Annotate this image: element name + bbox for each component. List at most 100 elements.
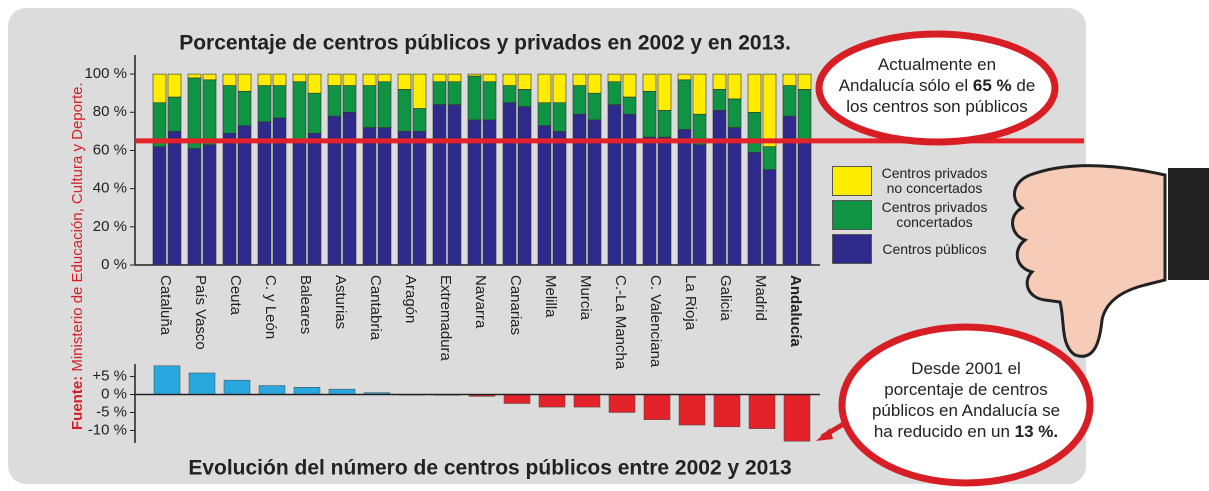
bar-segment: [728, 99, 741, 128]
bar-segment: [713, 110, 726, 265]
bar-segment: [748, 74, 761, 112]
page: {"chart_data": [ {"type": "bar", "stacke…: [0, 0, 1209, 491]
callout-text: de: [1016, 76, 1035, 95]
bar-segment: [748, 152, 761, 265]
bar-segment: [553, 131, 566, 265]
bar-segment: [573, 114, 586, 265]
source: Fuente: Ministerio de Educación, Cultura…: [69, 82, 86, 430]
bar-segment: [623, 97, 636, 114]
bar-segment: [588, 74, 601, 93]
x-tick-label: Madrid: [752, 275, 769, 321]
bar-segment: [713, 89, 726, 110]
bar-segment: [713, 74, 726, 89]
x-tick-label: Cantabria: [367, 275, 384, 341]
callout-text: Andalucía sólo el: [839, 76, 968, 95]
bar-segment: [308, 93, 321, 133]
bar-segment: [658, 137, 671, 265]
bar: [224, 380, 250, 394]
bar-segment: [623, 114, 636, 265]
callout-line: los centros son públicos: [822, 96, 1052, 117]
bar-segment: [468, 76, 481, 120]
y-tick-label: 0 %: [101, 385, 127, 402]
bar-segment: [223, 86, 236, 134]
bar-segment: [658, 74, 671, 110]
x-tick-label: Cataluña: [157, 275, 174, 336]
bar-segment: [203, 74, 216, 80]
legend-item: Centros privados no concertados: [832, 166, 1002, 196]
callout-text: ha reducido en un: [874, 422, 1010, 441]
source-label: Fuente:: [69, 376, 86, 430]
x-tick-label: Aragón: [402, 275, 419, 323]
y-tick-label: 20 %: [93, 218, 127, 235]
y-tick-label: 80 %: [93, 103, 127, 120]
x-tick-label: País Vasco: [192, 275, 209, 350]
bar-segment: [168, 74, 181, 97]
x-tick-label: Ceuta: [227, 275, 244, 316]
bar: [784, 395, 810, 442]
bar-segment: [693, 145, 706, 265]
x-tick-label: Andalucía: [787, 275, 804, 347]
callout-line: porcentaje de centros: [846, 379, 1086, 400]
callout-line: Desde 2001 el: [846, 358, 1086, 379]
bar-segment: [763, 147, 776, 170]
x-tick-label: C.-La Mancha: [612, 275, 629, 370]
y-tick-label: -10 %: [88, 421, 127, 438]
bar-segment: [223, 74, 236, 85]
bar-segment: [258, 86, 271, 122]
bar-segment: [643, 137, 656, 265]
bar-segment: [538, 74, 551, 103]
x-tick-label: Galicia: [717, 275, 734, 322]
bar-segment: [413, 108, 426, 131]
callout-line: Actualmente en: [822, 54, 1052, 75]
x-tick-label: Navarra: [472, 275, 489, 329]
x-tick-label: Canarias: [507, 275, 524, 335]
y-tick-label: 0 %: [101, 256, 127, 273]
bar-segment: [188, 149, 201, 265]
bar: [679, 395, 705, 426]
bar-segment: [503, 86, 516, 103]
bar-segment: [378, 128, 391, 265]
y-tick-label: 60 %: [93, 141, 127, 158]
bar-segment: [378, 74, 391, 82]
bar-segment: [343, 86, 356, 113]
bar-segment: [518, 89, 531, 106]
x-tick-label: C. y León: [262, 275, 279, 339]
bar-segment: [168, 131, 181, 265]
x-tick-label: Extremadura: [437, 275, 454, 362]
bar-segment: [433, 74, 446, 82]
bar-segment: [343, 74, 356, 85]
bar-segment: [293, 74, 306, 82]
x-tick-label: La Rioja: [682, 275, 699, 331]
bar-segment: [448, 82, 461, 105]
x-tick-label: Baleares: [297, 275, 314, 334]
bar: [749, 395, 775, 429]
bar-segment: [273, 86, 286, 118]
bar-segment: [308, 133, 321, 265]
bar: [154, 366, 180, 395]
bar: [609, 395, 635, 413]
bar: [574, 395, 600, 408]
bar-segment: [608, 105, 621, 265]
x-tick-label: C. Valenciana: [647, 275, 664, 368]
bar-segment: [503, 74, 516, 85]
x-tick-label: Murcia: [577, 275, 594, 321]
bar-segment: [518, 107, 531, 265]
chart-title: Porcentaje de centros públicos y privado…: [179, 32, 791, 55]
bar-segment: [798, 89, 811, 141]
bar-segment: [483, 74, 496, 82]
bar: [714, 395, 740, 427]
bar-segment: [433, 82, 446, 105]
bar-segment: [273, 74, 286, 85]
bar-segment: [448, 105, 461, 265]
bar-segment: [588, 93, 601, 120]
bar-segment: [518, 74, 531, 89]
bar-segment: [293, 139, 306, 265]
legend-item: Centros privados concertados: [832, 200, 1002, 230]
bar-segment: [363, 74, 376, 85]
bar-segment: [643, 74, 656, 91]
callout-line: Andalucía sólo el 65 % de: [822, 75, 1052, 96]
bar-segment: [798, 74, 811, 89]
bar-segment: [223, 133, 236, 265]
bar-segment: [188, 74, 201, 78]
bar-segment: [573, 74, 586, 85]
